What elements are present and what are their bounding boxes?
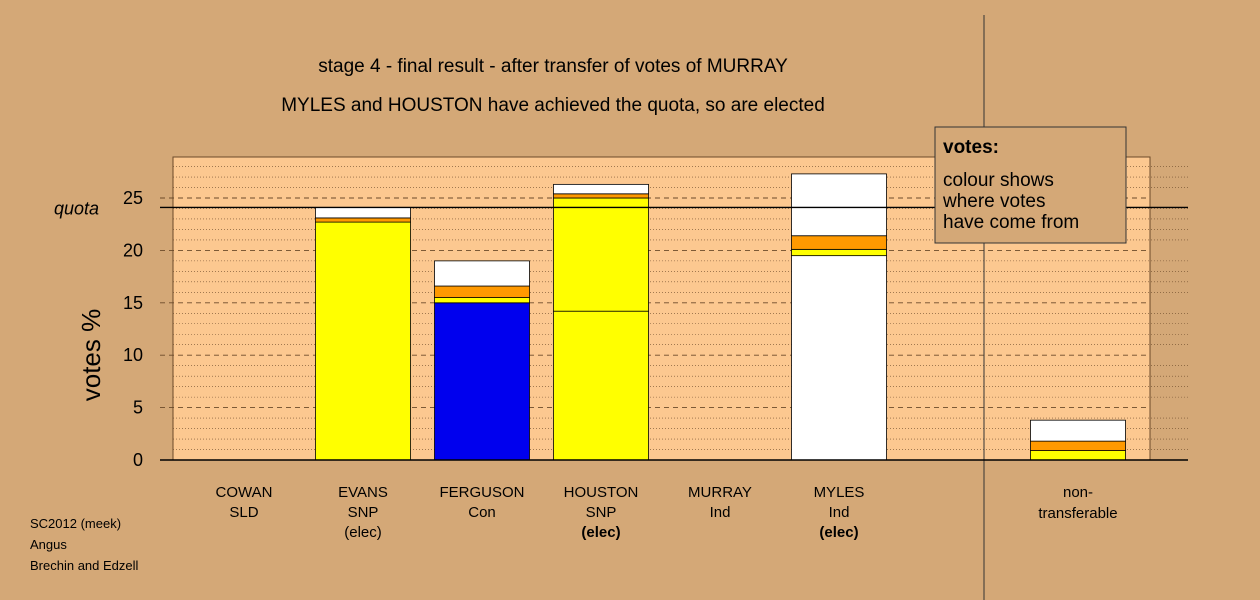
legend: votes: colour shows where votes have com… <box>934 126 1127 244</box>
bar-stack <box>434 260 530 461</box>
footer-council: Angus <box>30 537 67 552</box>
footer-ward: Brechin and Edzell <box>30 558 139 573</box>
candidate-name: FERGUSON <box>439 484 524 501</box>
bar-segment <box>553 197 649 312</box>
bar-segment <box>434 285 530 298</box>
y-tick-label: 25 <box>123 188 143 208</box>
y-tick-label: 0 <box>133 450 143 470</box>
footer-system: SC2012 (meek) <box>30 516 121 531</box>
y-axis: 0 5 10 15 20 25 <box>123 188 143 470</box>
bar-segment <box>553 183 649 195</box>
bar-segment <box>791 235 887 250</box>
legend-line-1: colour shows <box>943 170 1054 191</box>
bar-segment <box>434 302 530 461</box>
chart-title: stage 4 - final result - after transfer … <box>318 56 788 77</box>
bar-segment <box>1030 450 1126 461</box>
bar-segment <box>315 217 411 223</box>
bar-segment <box>791 248 887 257</box>
legend-heading: votes: <box>943 137 999 158</box>
candidate-party: SLD <box>229 504 258 521</box>
bar-segment <box>315 207 411 219</box>
bar-segment <box>434 297 530 304</box>
y-tick-label: 20 <box>123 240 143 260</box>
candidate-party: Con <box>468 504 496 521</box>
candidate-party: SNP <box>586 504 617 521</box>
category-labels: COWAN SLD EVANS SNP (elec) FERGUSON Con HOUSTON… <box>216 484 865 541</box>
bar-segment <box>553 310 649 461</box>
bar-stacks <box>315 173 1126 461</box>
bar-segment <box>434 260 530 287</box>
bar-stack <box>791 173 887 461</box>
legend-box <box>934 126 1127 244</box>
y-tick-label: 5 <box>133 398 143 418</box>
bar-segment <box>1030 419 1126 442</box>
legend-line-2: where votes <box>942 191 1045 212</box>
candidate-status: (elec) <box>819 524 858 541</box>
candidate-party: SNP <box>348 504 379 521</box>
legend-line-3: have come from <box>943 212 1079 233</box>
nontransferable-label-line2: transferable <box>1038 505 1117 522</box>
y-tick-label: 10 <box>123 345 143 365</box>
bar-segment <box>1030 440 1126 451</box>
candidate-status: (elec) <box>344 524 382 541</box>
quota-label: quota <box>54 198 99 218</box>
nontransferable-label-line1: non- <box>1063 484 1093 501</box>
bar-stack <box>1030 419 1126 461</box>
candidate-party: Ind <box>710 504 731 521</box>
bar-segment <box>315 221 411 461</box>
bar-stack <box>553 183 649 461</box>
candidate-name: COWAN <box>216 484 273 501</box>
y-tick-label: 15 <box>123 293 143 313</box>
bar-segment <box>553 193 649 199</box>
candidate-name: MURRAY <box>688 484 752 501</box>
candidate-status: (elec) <box>581 524 620 541</box>
candidate-party: Ind <box>829 504 850 521</box>
candidate-name: HOUSTON <box>564 484 639 501</box>
grid-lines <box>160 166 1188 450</box>
candidate-name: MYLES <box>814 484 865 501</box>
bar-segment <box>791 255 887 461</box>
chart-subtitle: MYLES and HOUSTON have achieved the quot… <box>281 95 825 116</box>
candidate-name: EVANS <box>338 484 388 501</box>
bar-segment <box>791 173 887 237</box>
y-axis-label: votes % <box>76 309 106 402</box>
bar-stack <box>315 207 411 461</box>
